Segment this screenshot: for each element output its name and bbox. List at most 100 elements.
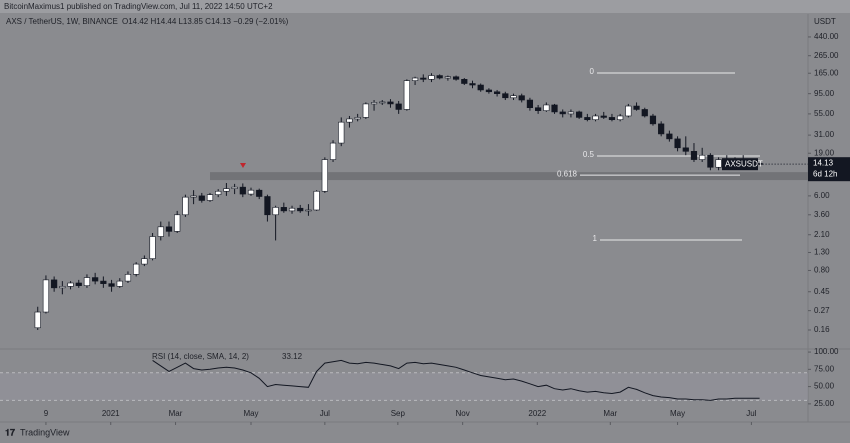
candle-body xyxy=(51,279,58,289)
candle-body xyxy=(264,196,271,216)
x-tick-label: Nov xyxy=(456,409,470,418)
y-tick-label: 2.10 xyxy=(814,230,830,239)
candle-body xyxy=(485,89,493,93)
candle-body xyxy=(633,105,640,110)
x-tick-label: 2021 xyxy=(102,409,120,418)
candle-body xyxy=(494,91,501,94)
candle-body xyxy=(625,105,632,117)
y-tick-label: 19.00 xyxy=(814,148,835,157)
candle-body xyxy=(666,133,673,140)
candle-body xyxy=(34,311,41,329)
x-tick-label: Sep xyxy=(391,409,406,418)
candle-body xyxy=(247,189,255,195)
candle-body xyxy=(600,115,607,118)
fib-label: 0.618 xyxy=(557,169,578,178)
y-tick-label: 0.80 xyxy=(814,266,830,275)
candle-body xyxy=(518,95,525,101)
candle-body xyxy=(108,283,115,287)
brand: TradingView xyxy=(20,427,70,437)
y-tick-label: 440.00 xyxy=(814,32,839,41)
price-box xyxy=(808,157,850,182)
brand-logo: 𝟏𝟕 xyxy=(5,427,15,437)
candle-body xyxy=(280,207,287,212)
candle-body xyxy=(75,282,82,286)
x-tick-label: May xyxy=(243,409,258,418)
y-tick-label: 165.00 xyxy=(814,68,839,77)
candle-body xyxy=(272,207,279,216)
symbol-label: AXSUSDT xyxy=(725,159,763,168)
candle-body xyxy=(379,101,386,104)
candle-body xyxy=(617,115,624,121)
candle-body xyxy=(592,115,599,121)
candle-body xyxy=(584,117,591,121)
candle-body xyxy=(658,123,665,135)
y-tick-label: 0.45 xyxy=(814,287,830,296)
y-tick-label: 31.00 xyxy=(814,130,835,139)
candle-body xyxy=(288,207,296,212)
candle-body xyxy=(215,190,222,195)
candle-body xyxy=(502,93,509,99)
candle-body xyxy=(649,115,657,125)
candle-body xyxy=(141,258,148,265)
support-zone xyxy=(210,172,808,181)
candle-body xyxy=(223,188,230,192)
candle-body xyxy=(313,190,320,211)
rsi-y-tick-label: 75.00 xyxy=(814,364,835,373)
x-tick-label: 9 xyxy=(44,409,49,418)
rsi-y-tick-label: 25.00 xyxy=(814,399,835,408)
candle-body xyxy=(715,159,722,168)
candle-body xyxy=(469,83,476,86)
candle-body xyxy=(92,277,99,282)
candle-body xyxy=(346,118,353,123)
top-bar xyxy=(0,0,850,13)
fib-label: 1 xyxy=(593,234,598,243)
candle-body xyxy=(100,280,107,284)
candle-body xyxy=(428,75,435,80)
candle-body xyxy=(477,84,484,91)
candle-body xyxy=(690,151,698,160)
rsi-y-tick-label: 50.00 xyxy=(814,382,835,391)
x-tick-label: Jul xyxy=(320,409,330,418)
candle-body xyxy=(133,263,140,275)
candle-body xyxy=(198,195,205,201)
y-tick-label: 3.60 xyxy=(814,210,830,219)
candle-body xyxy=(182,196,189,216)
candle-body xyxy=(707,154,714,168)
candle-body xyxy=(576,111,583,118)
countdown: 6d 12h xyxy=(813,169,837,178)
y-tick-label: 1.30 xyxy=(814,248,830,257)
rsi-title: RSI (14, close, SMA, 14, 2) xyxy=(152,352,249,361)
x-tick-label: Mar xyxy=(169,409,183,418)
candle-body xyxy=(387,101,394,105)
candle-body xyxy=(551,104,558,113)
chart-title: AXS / TetherUS, 1W, BINANCE xyxy=(6,17,118,26)
y-tick-label: 55.00 xyxy=(814,109,835,118)
candle-body xyxy=(436,75,443,79)
candle-body xyxy=(461,79,468,84)
candle-body xyxy=(535,107,542,111)
candle-body xyxy=(699,154,706,160)
candle-body xyxy=(239,186,246,195)
candle-body xyxy=(190,195,197,198)
candle-body xyxy=(297,207,304,212)
candle-body xyxy=(174,214,181,232)
rsi-line xyxy=(152,359,760,401)
candle-body xyxy=(526,99,534,109)
rsi-value: 33.12 xyxy=(282,352,303,361)
candle-body xyxy=(305,209,312,212)
candle-body xyxy=(641,109,648,117)
fib-label: 0.5 xyxy=(583,150,595,159)
candle-body xyxy=(411,77,419,81)
candle-body xyxy=(124,274,132,282)
candle-body xyxy=(83,277,91,286)
candle-body xyxy=(149,236,156,259)
x-tick-label: Mar xyxy=(603,409,617,418)
candle-body xyxy=(510,95,517,99)
candle-body xyxy=(67,282,74,287)
candle-body xyxy=(370,102,378,105)
candle-body xyxy=(256,189,263,197)
candle-body xyxy=(543,104,550,111)
y-tick-label: 265.00 xyxy=(814,51,839,60)
